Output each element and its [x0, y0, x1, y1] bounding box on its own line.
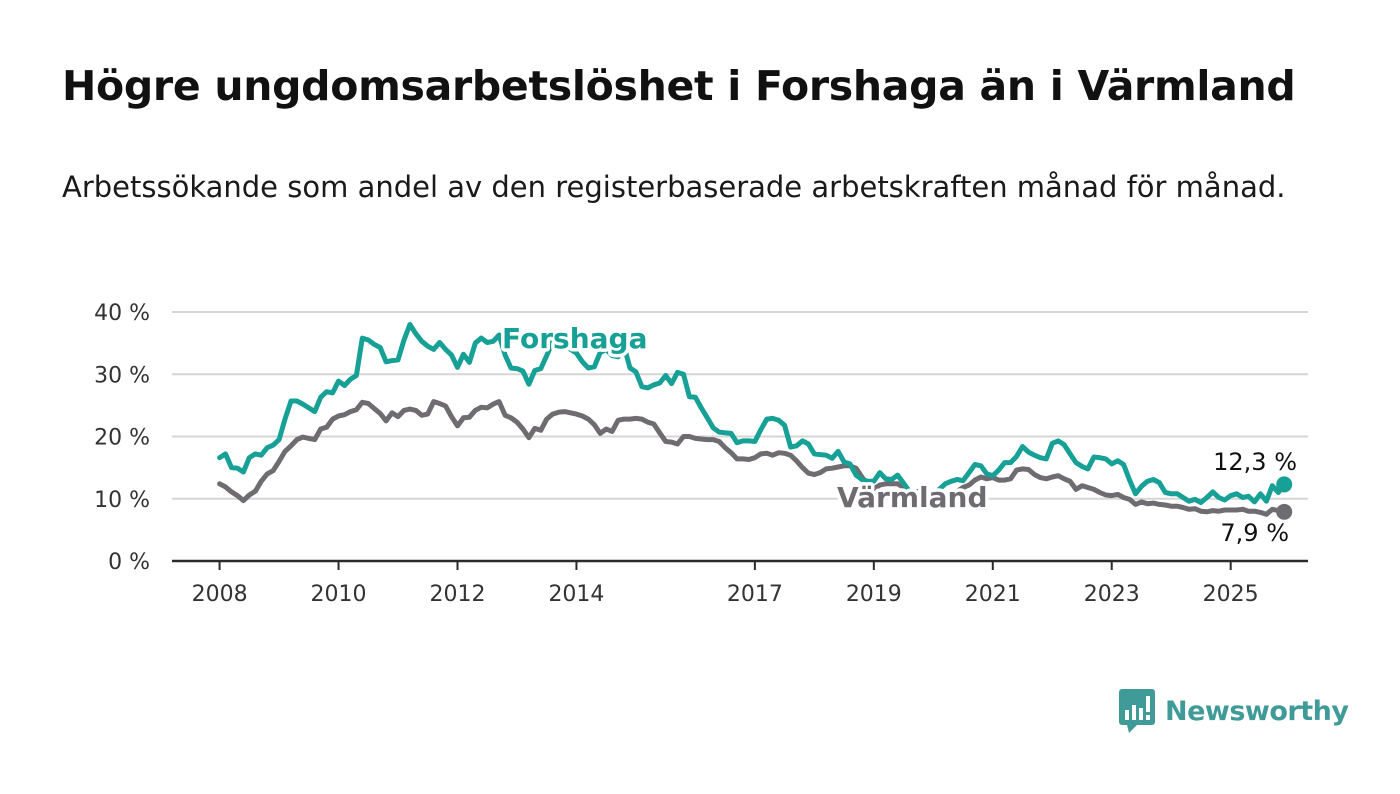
x-tick-label: 2017 — [727, 582, 783, 607]
series-name-forshaga: Forshaga — [502, 322, 647, 355]
brand-name: Newsworthy — [1165, 695, 1349, 727]
x-tick-label: 2023 — [1084, 582, 1140, 607]
x-tick-label: 2014 — [548, 582, 604, 607]
chart-subtitle: Arbetssökande som andel av den registerb… — [62, 170, 1286, 204]
gridlines — [172, 311, 1308, 500]
y-tick-label: 20 % — [94, 426, 150, 451]
x-tick-label: 2010 — [311, 582, 367, 607]
x-tick-label: 2021 — [965, 582, 1021, 607]
y-tick-label: 10 % — [94, 488, 150, 513]
series-end-dot — [1276, 476, 1293, 493]
series-name-varmland: Värmland — [837, 481, 988, 514]
end-value-label-forshaga: 12,3 % — [1213, 448, 1297, 476]
y-tick-label: 40 % — [94, 301, 150, 326]
y-tick-label: 30 % — [94, 363, 150, 388]
series-line-forshaga — [217, 322, 1287, 505]
series-labels: Forshaga Värmland 12,3 % 7,9 % — [499, 319, 1301, 551]
x-tick-label: 2012 — [429, 582, 485, 607]
series-end-dot — [1276, 503, 1293, 520]
x-tick-label: 2025 — [1203, 582, 1259, 607]
end-value-label-varmland: 7,9 % — [1220, 519, 1289, 547]
y-axis-ticks: 0 % 10 % 20 % 30 % 40 % — [94, 301, 150, 575]
y-tick-label: 0 % — [108, 550, 150, 575]
newsworthy-logo: Newsworthy — [1119, 689, 1349, 733]
x-tick-label: 2008 — [192, 582, 248, 607]
x-tick-label: 2019 — [846, 582, 902, 607]
series-line-vrmland — [217, 399, 1287, 517]
series-lines — [217, 322, 1293, 520]
chart-title: Högre ungdomsarbetslöshet i Forshaga än … — [62, 62, 1296, 110]
bar-chart-speech-bubble-icon — [1119, 689, 1155, 733]
x-axis-ticks: 2008 2010 2012 2014 2017 2019 2021 2023 2025 — [192, 561, 1259, 607]
